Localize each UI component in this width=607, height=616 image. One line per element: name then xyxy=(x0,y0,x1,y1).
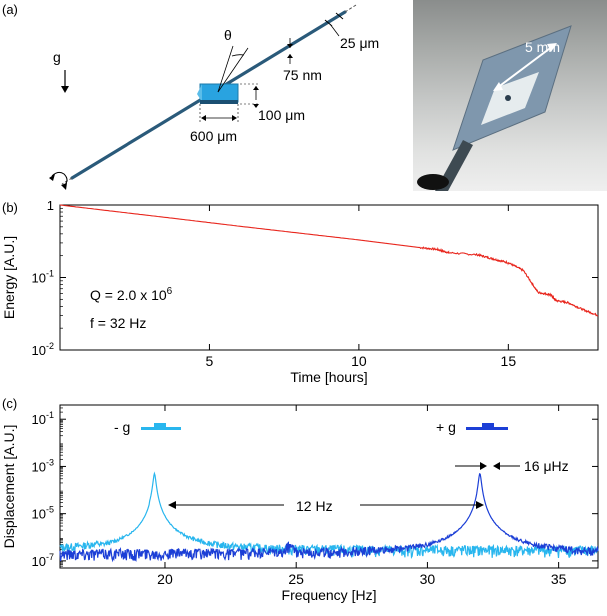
energy-y-tick-label: 10-2 xyxy=(32,341,54,358)
panel-a-label: (a) xyxy=(2,2,18,17)
film-dim-arrow-top xyxy=(287,44,293,48)
spectrum-y-tick-base: 10 xyxy=(32,412,46,427)
spectrum-x-tick-label: 25 xyxy=(288,571,304,587)
spectrum-x-tick-label: 20 xyxy=(157,571,173,587)
spectrum-y-tick-exp: -5 xyxy=(46,505,54,515)
theta-arc xyxy=(231,54,245,57)
energy-x-tick-label: 5 xyxy=(206,353,214,369)
frequency-text: f = 32 Hz xyxy=(90,315,146,331)
fiber-end-dash xyxy=(344,4,357,13)
minus-g-label: - g xyxy=(114,419,130,435)
width-dim-arrow-right xyxy=(232,115,237,121)
tweezer-tip xyxy=(417,174,449,190)
spectrum-y-tick-base: 10 xyxy=(32,554,46,569)
spectrum-y-tick-label: 10-1 xyxy=(32,410,54,427)
scale-arrow-head-1 xyxy=(493,82,503,91)
spectrum-plot-frame xyxy=(59,404,599,569)
spectrum-y-tick-exp: -7 xyxy=(46,552,54,562)
plus-g-legend-line xyxy=(466,427,508,430)
separation-arrow-left xyxy=(168,501,176,509)
wire-dim-tick-2 xyxy=(335,12,344,20)
sample-photo: 5 mm xyxy=(413,0,607,191)
gravity-label: g xyxy=(53,49,61,65)
q-factor-exp: 6 xyxy=(167,286,173,297)
panel-b-label: (b) xyxy=(2,200,18,215)
rotation-arrow-tail xyxy=(49,174,55,181)
mirror-block-base xyxy=(200,100,238,104)
energy-x-tick-label: 15 xyxy=(501,353,517,369)
q-factor-prefix: Q = 2.0 x 10 xyxy=(90,287,167,303)
separation-label: 12 Hz xyxy=(296,498,333,514)
spectrum-y-axis-label: Displacement [A.U.] xyxy=(1,425,17,549)
scale-label: 5 mm xyxy=(525,39,560,55)
energy-y-tick-label: 10-1 xyxy=(32,269,54,286)
sample-photo-drawing: 5 mm xyxy=(417,25,572,191)
thick-dim-arrow-bottom xyxy=(253,104,259,108)
spectrum-y-tick-exp: -3 xyxy=(46,457,54,467)
width-dim-arrow-left xyxy=(201,115,206,121)
separation-arrow-right xyxy=(476,501,484,509)
spectrum-x-tick-label: 30 xyxy=(420,571,436,587)
separation-label-bg xyxy=(284,496,360,514)
spectrum-y-tick-base: 10 xyxy=(32,507,46,522)
spectrum-series-1 xyxy=(59,473,599,563)
spectrum-series-0 xyxy=(59,471,599,559)
wire-dim-leader xyxy=(329,23,340,37)
linewidth-label: 16 μHz xyxy=(524,458,569,474)
spectrum-y-tick-label: 10-5 xyxy=(32,505,54,522)
wire-dim-label: 25 μm xyxy=(340,35,379,51)
theta-line-2 xyxy=(217,47,249,93)
energy-y-axis-label: Energy [A.U.] xyxy=(1,236,17,319)
width-dim-label: 600 μm xyxy=(190,128,237,144)
linewidth-arrow-left-head xyxy=(480,462,487,470)
energy-x-tick-label: 10 xyxy=(351,353,367,369)
thick-dim-label: 100 μm xyxy=(258,107,305,123)
q-factor-text: Q = 2.0 x 106 xyxy=(90,286,173,303)
spectrum-y-tick-label: 10-7 xyxy=(32,552,54,569)
rotation-arrow xyxy=(51,171,68,187)
energy-y-tick-base: 10 xyxy=(32,271,46,286)
energy-y-tick-base: 10 xyxy=(32,343,46,358)
rotation-arrow-head xyxy=(61,183,67,190)
sample-mirror-dot xyxy=(505,95,511,101)
spectrum-x-axis-label: Frequency [Hz] xyxy=(282,587,377,603)
spectrum-y-tick-label: 10-3 xyxy=(32,457,54,474)
panel-c-label: (c) xyxy=(2,396,18,411)
energy-x-axis-label: Time [hours] xyxy=(290,369,367,385)
scale-arrow-head-2 xyxy=(547,43,557,52)
thick-dim-arrow-top xyxy=(253,86,259,90)
gravity-arrow-head xyxy=(61,86,69,93)
minus-g-legend-mark xyxy=(154,423,166,428)
theta-label: θ xyxy=(224,27,232,43)
spectrum-y-tick-base: 10 xyxy=(32,459,46,474)
energy-y-tick-exp: -1 xyxy=(46,269,54,279)
linewidth-arrow-right-head xyxy=(493,462,500,470)
energy-y-tick-label: 1 xyxy=(47,198,54,213)
mirror-block-side xyxy=(197,84,202,102)
theta-line-1 xyxy=(217,45,234,93)
energy-decay-series xyxy=(59,204,599,317)
energy-y-tick-exp: -2 xyxy=(46,341,54,351)
spectrum-x-tick-label: 35 xyxy=(551,571,567,587)
film-dim-label: 75 nm xyxy=(283,67,322,83)
plus-g-label: + g xyxy=(436,419,456,435)
plus-g-legend-mark xyxy=(482,423,494,428)
scale-arrow xyxy=(496,45,554,89)
spectrum-y-tick-exp: -1 xyxy=(46,410,54,420)
minus-g-legend-line xyxy=(141,427,181,430)
